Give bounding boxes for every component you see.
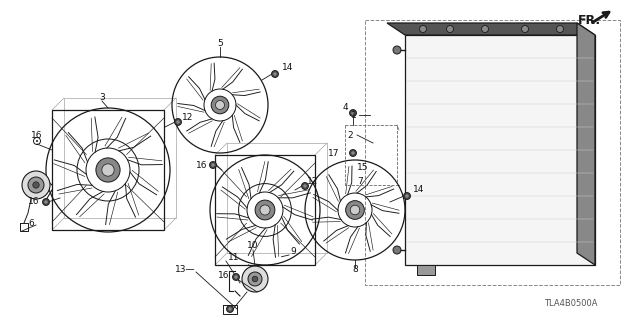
Text: 3: 3	[99, 92, 105, 101]
Circle shape	[102, 164, 114, 176]
Text: 16: 16	[196, 161, 207, 170]
Circle shape	[248, 272, 262, 286]
Text: TLA4B0500A: TLA4B0500A	[545, 299, 598, 308]
Circle shape	[209, 162, 216, 169]
Circle shape	[96, 158, 120, 182]
Circle shape	[557, 26, 563, 33]
Text: 13—: 13—	[175, 266, 195, 275]
Polygon shape	[405, 35, 595, 265]
Circle shape	[405, 194, 409, 198]
Text: 14: 14	[282, 63, 293, 73]
Circle shape	[273, 72, 276, 76]
Text: 14: 14	[413, 186, 424, 195]
Circle shape	[351, 111, 355, 115]
Text: 16: 16	[31, 131, 43, 140]
Circle shape	[255, 200, 275, 220]
Text: 12: 12	[182, 114, 193, 123]
Text: 7: 7	[357, 177, 363, 186]
Circle shape	[44, 200, 48, 204]
Circle shape	[271, 70, 278, 77]
Circle shape	[351, 151, 355, 155]
Polygon shape	[387, 23, 595, 35]
Circle shape	[346, 201, 364, 219]
Circle shape	[176, 120, 180, 124]
Circle shape	[303, 184, 307, 188]
Text: 9: 9	[290, 247, 296, 257]
Circle shape	[447, 26, 454, 33]
Circle shape	[227, 306, 234, 313]
Circle shape	[350, 205, 360, 215]
Circle shape	[252, 276, 258, 282]
Text: 10: 10	[247, 242, 259, 251]
Circle shape	[349, 109, 356, 116]
Text: 1: 1	[351, 110, 357, 119]
Circle shape	[42, 198, 49, 205]
Circle shape	[522, 26, 529, 33]
Text: 6: 6	[28, 220, 34, 228]
Circle shape	[211, 96, 229, 114]
Circle shape	[28, 177, 44, 193]
Text: 16: 16	[28, 196, 40, 205]
Circle shape	[216, 100, 225, 109]
Circle shape	[260, 205, 270, 215]
Circle shape	[403, 193, 410, 199]
Bar	[417, 265, 435, 275]
Text: 8: 8	[352, 266, 358, 275]
Text: 2: 2	[347, 131, 353, 140]
Circle shape	[36, 140, 38, 142]
Circle shape	[393, 246, 401, 254]
Polygon shape	[577, 23, 595, 265]
Text: 12: 12	[307, 178, 318, 187]
Circle shape	[481, 26, 488, 33]
Circle shape	[349, 149, 356, 156]
Circle shape	[228, 307, 232, 311]
Circle shape	[232, 274, 239, 281]
Circle shape	[419, 26, 426, 33]
Text: 15: 15	[357, 163, 369, 172]
Circle shape	[242, 266, 268, 292]
Text: 4: 4	[343, 102, 349, 111]
Circle shape	[211, 163, 215, 167]
Text: 16: 16	[218, 270, 230, 279]
Text: 17: 17	[328, 148, 339, 157]
Circle shape	[33, 182, 39, 188]
Text: 5: 5	[217, 39, 223, 49]
Text: FR.: FR.	[578, 13, 601, 27]
Circle shape	[175, 118, 182, 125]
Circle shape	[22, 171, 50, 199]
Circle shape	[393, 46, 401, 54]
Circle shape	[301, 182, 308, 189]
Text: 11: 11	[228, 253, 239, 262]
Circle shape	[234, 275, 237, 279]
